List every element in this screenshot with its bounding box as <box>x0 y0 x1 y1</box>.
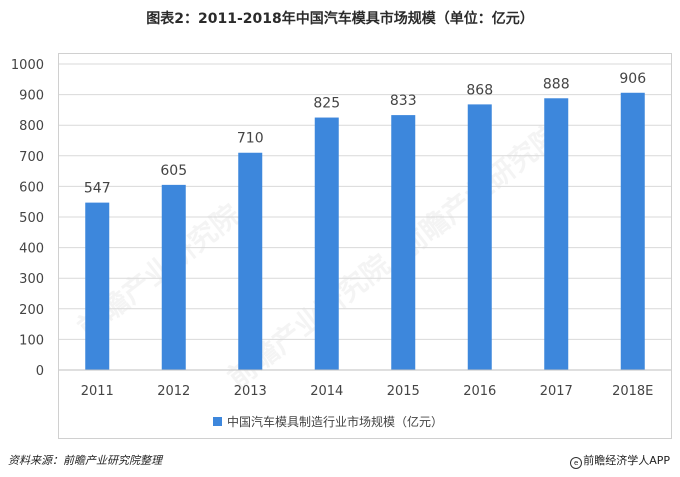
x-tick-label: 2012 <box>157 384 190 399</box>
brand-credit: e 前瞻经济学人APP <box>570 452 670 469</box>
data-label: 605 <box>160 163 187 179</box>
data-label: 868 <box>466 82 493 98</box>
x-tick-label: 2014 <box>310 384 343 399</box>
x-tick-label: 2016 <box>463 384 496 399</box>
bar <box>161 184 186 370</box>
data-label: 833 <box>390 93 417 109</box>
legend-swatch <box>213 417 222 426</box>
bar <box>314 117 339 370</box>
data-label: 547 <box>84 181 111 197</box>
y-tick-label: 900 <box>19 89 44 104</box>
y-tick-label: 0 <box>36 364 44 379</box>
bar <box>85 202 110 370</box>
y-tick-label: 700 <box>19 150 44 165</box>
y-tick-label: 500 <box>19 211 44 226</box>
legend-label: 中国汽车模具制造行业市场规模（亿元） <box>227 414 443 429</box>
data-label: 825 <box>313 96 340 112</box>
x-tick-label: 2011 <box>81 384 114 399</box>
x-tick-label: 2015 <box>387 384 420 399</box>
y-tick-label: 400 <box>19 242 44 257</box>
data-label: 888 <box>543 76 570 92</box>
y-tick-label: 100 <box>19 333 44 348</box>
x-tick-label: 2013 <box>234 384 267 399</box>
y-tick-label: 300 <box>19 272 44 287</box>
bar <box>391 115 416 371</box>
y-tick-label: 1000 <box>11 58 44 73</box>
data-label: 710 <box>237 131 264 147</box>
x-tick-label: 2017 <box>540 384 573 399</box>
bar <box>467 104 492 370</box>
brand-logo-icon: e <box>570 457 583 469</box>
y-tick-label: 800 <box>19 119 44 134</box>
bar <box>238 152 263 370</box>
bar <box>620 92 645 370</box>
y-tick-label: 200 <box>19 303 44 318</box>
bar <box>544 98 569 370</box>
y-tick-label: 600 <box>19 180 44 195</box>
source-note: 资料来源：前瞻产业研究院整理 <box>8 454 162 467</box>
chart-frame <box>58 53 672 439</box>
brand-name: 前瞻经济学人APP <box>583 454 670 467</box>
chart-title: 图表2：2011-2018年中国汽车模具市场规模（单位：亿元） <box>146 11 534 27</box>
x-tick-label: 2018E <box>612 384 653 399</box>
data-label: 906 <box>619 71 646 87</box>
